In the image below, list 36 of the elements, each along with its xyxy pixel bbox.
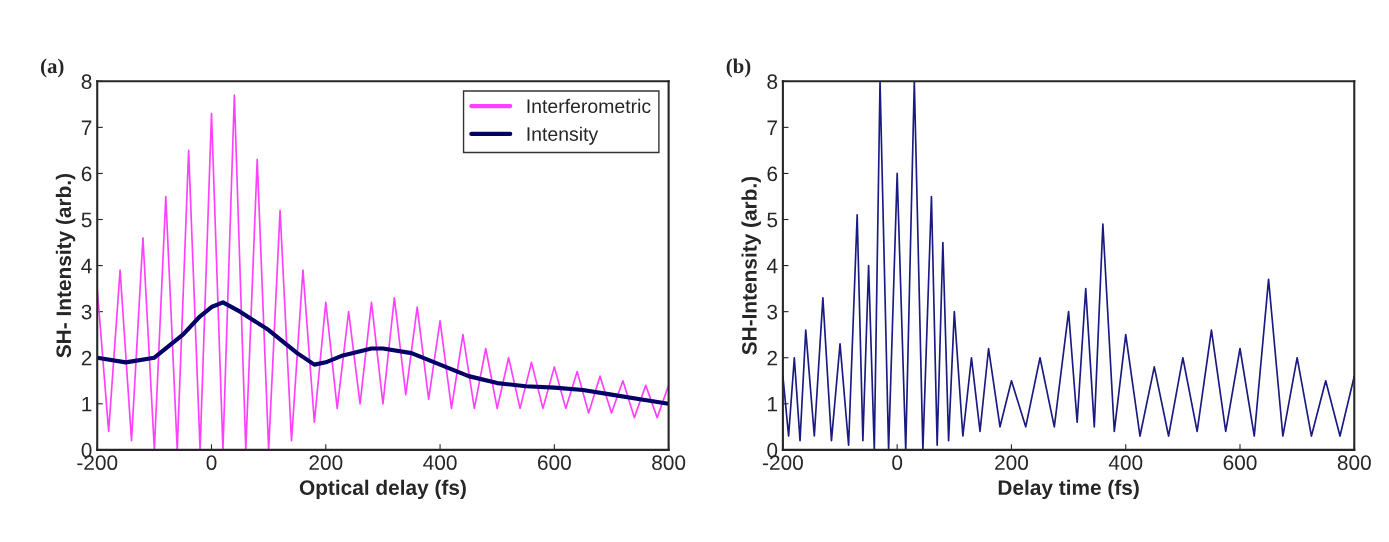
x-tick-label: 0 [206,455,217,471]
y-axis-title: SH- Intensity (arb.) [55,174,76,358]
x-tick-label: 600 [1223,455,1257,471]
y-tick-label: 1 [768,397,778,412]
x-tick-label: 400 [423,455,457,471]
y-tick-label: 3 [767,304,778,320]
y-axis-title: SH-Intensity (arb.) [741,176,761,355]
y-tick-label: 6 [81,166,92,182]
x-tick-label: 600 [538,455,571,471]
x-tick-label: 0 [892,455,903,471]
y-tick-label: 6 [767,166,778,182]
legend-label: Intensity [527,126,599,145]
y-tick-label: 2 [81,350,92,366]
y-tick-label: 7 [767,120,777,135]
x-tick-label: 200 [995,455,1029,471]
chart-title: (a) [41,58,64,78]
y-tick-label: 5 [81,212,92,228]
y-tick-label: 2 [767,350,777,366]
y-tick-label: 8 [81,74,92,90]
x-tick-label: 400 [1108,455,1143,471]
y-tick-label: 1 [82,397,92,412]
chart-title: (b) [726,58,751,78]
y-tick-label: 5 [767,212,778,228]
x-axis-title: Optical delay (fs) [299,479,466,500]
x-tick-label: 800 [652,455,686,471]
line-series [782,81,1355,450]
y-tick-label: 4 [81,258,92,274]
y-tick-label: 3 [81,304,92,320]
y-tick-label: 4 [766,258,778,274]
y-tick-label: 7 [81,120,92,135]
legend-label: Interferometric [527,98,651,114]
y-tick-label: 8 [767,74,778,90]
x-tick-label: 800 [1337,455,1371,471]
line-series [97,300,669,406]
x-axis-title: Delay time (fs) [998,479,1139,500]
x-tick-label: 200 [309,455,343,471]
